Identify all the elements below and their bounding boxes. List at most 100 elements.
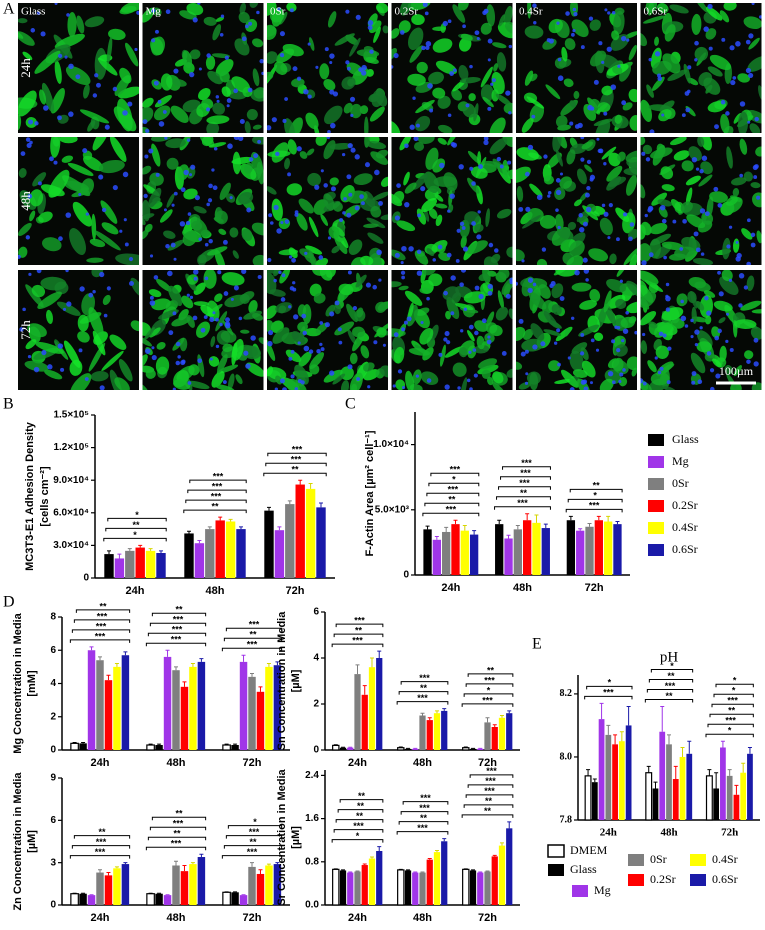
nucleus [595, 348, 600, 352]
significance-label: ** [520, 488, 528, 498]
significance-bracket [650, 669, 694, 673]
cell [741, 228, 753, 240]
cell [460, 33, 473, 41]
nucleus [704, 295, 709, 301]
cell [654, 319, 673, 338]
error-bar [707, 769, 712, 776]
significance-bracket [335, 819, 384, 823]
cell [367, 232, 384, 244]
x-tick-label: 48h [167, 757, 186, 769]
cell [398, 20, 411, 34]
nucleus [144, 154, 149, 159]
cell [548, 360, 561, 372]
nucleus [292, 281, 296, 285]
nucleus [327, 130, 331, 133]
cell [329, 142, 353, 150]
nucleus [533, 21, 537, 25]
nucleus [323, 183, 328, 188]
significance-label: *** [171, 635, 182, 645]
bar [652, 788, 659, 820]
cell [171, 316, 191, 327]
bar [239, 661, 248, 750]
nucleus [25, 235, 30, 240]
error-bar [228, 518, 233, 522]
error-bar [362, 863, 367, 866]
bar [339, 870, 347, 905]
nucleus [404, 143, 409, 149]
bar [419, 715, 426, 750]
nucleus [426, 296, 430, 301]
significance-bracket [333, 829, 384, 833]
nucleus [611, 380, 616, 385]
nucleus [687, 89, 691, 94]
nucleus [404, 201, 410, 208]
cell [375, 3, 388, 14]
nucleus [290, 374, 295, 379]
nucleus [483, 137, 489, 141]
x-tick-label: 72h [243, 757, 262, 769]
cell [46, 309, 54, 324]
legend-swatch [572, 885, 588, 897]
significance-bracket [586, 685, 633, 690]
significance-label: ** [175, 605, 183, 615]
significance-label: *** [173, 819, 184, 829]
nucleus [99, 271, 105, 278]
cell [114, 377, 130, 390]
significance-bracket [567, 498, 623, 503]
nucleus [401, 386, 406, 390]
nucleus [717, 270, 721, 275]
cell [426, 248, 435, 257]
nucleus [527, 287, 533, 294]
significance-label: ** [358, 791, 366, 801]
legend-label: Mg [672, 454, 689, 468]
cell [241, 345, 261, 360]
cell [481, 369, 491, 380]
bar [442, 531, 451, 575]
cell [183, 188, 198, 200]
cell [458, 64, 469, 81]
cell [398, 285, 409, 291]
significance-bracket [149, 826, 207, 831]
cell [589, 19, 601, 31]
cell [555, 115, 568, 128]
error-bar [687, 740, 692, 754]
nucleus [33, 366, 40, 373]
nucleus [649, 129, 655, 133]
cell [156, 342, 166, 350]
cell [239, 293, 250, 304]
nucleus [569, 387, 575, 390]
y-axis-label: Sn Concentration in Media [276, 611, 288, 751]
nucleus [314, 184, 320, 190]
nucleus [149, 254, 154, 258]
nucleus [98, 174, 104, 180]
nucleus [694, 342, 699, 347]
cell [323, 193, 335, 211]
cell [307, 172, 322, 187]
y-tick-label: 2 [313, 699, 319, 710]
cell [72, 201, 93, 227]
bar [506, 713, 513, 750]
nucleus [68, 111, 74, 117]
cell [572, 369, 588, 378]
nucleus [307, 42, 311, 46]
nucleus [92, 93, 98, 98]
bar [146, 893, 155, 906]
cell [166, 157, 179, 170]
cells [267, 3, 388, 133]
nucleus [239, 118, 245, 124]
nucleus [84, 377, 89, 381]
cell [752, 192, 762, 208]
nucleus [225, 317, 230, 323]
cell [360, 345, 370, 359]
cell [597, 102, 611, 113]
cell [756, 230, 762, 244]
bar [332, 744, 340, 751]
bar [666, 744, 672, 820]
significance-bracket [428, 482, 480, 487]
nucleus [282, 387, 287, 390]
error-bar [507, 821, 512, 829]
cell [464, 211, 480, 225]
nucleus [446, 252, 452, 258]
cell [631, 367, 637, 377]
error-bar [106, 872, 111, 876]
